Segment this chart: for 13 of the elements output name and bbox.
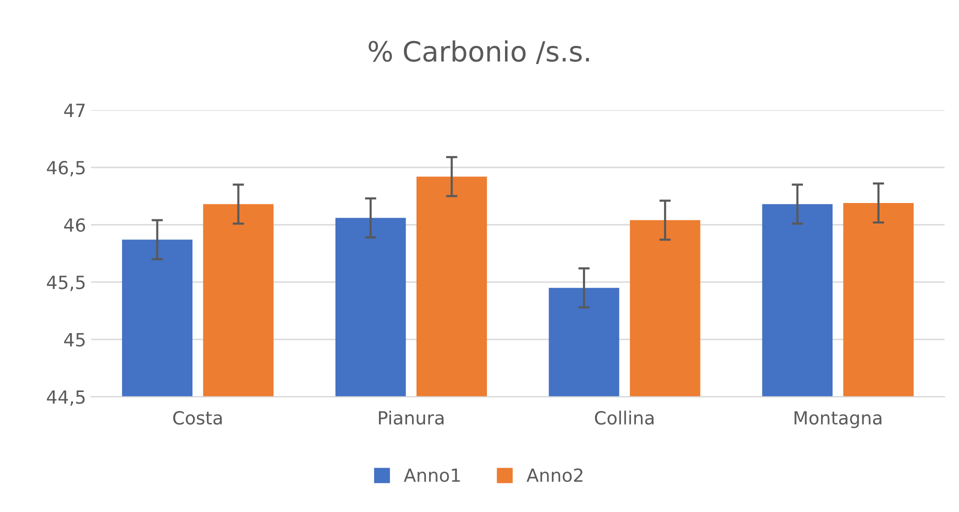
x-tick-label: Collina: [594, 410, 654, 425]
x-tick-label: Montagna: [794, 411, 882, 428]
x-tick-label: Costa: [173, 411, 222, 425]
legend-label: Anno1: [404, 468, 460, 482]
chart-title: % Carbonio /s.s.: [368, 40, 589, 64]
y-tick-label: 45: [64, 333, 85, 347]
y-tick-label: 44,5: [46, 390, 85, 406]
y-tick-label: 47: [64, 104, 85, 117]
y-tick-label: 46,5: [46, 160, 85, 176]
x-tick-label: Pianura: [378, 410, 444, 425]
legend-label: Anno2: [526, 468, 582, 482]
y-tick-label: 45,5: [46, 276, 85, 292]
y-tick-label: 46: [64, 218, 86, 232]
